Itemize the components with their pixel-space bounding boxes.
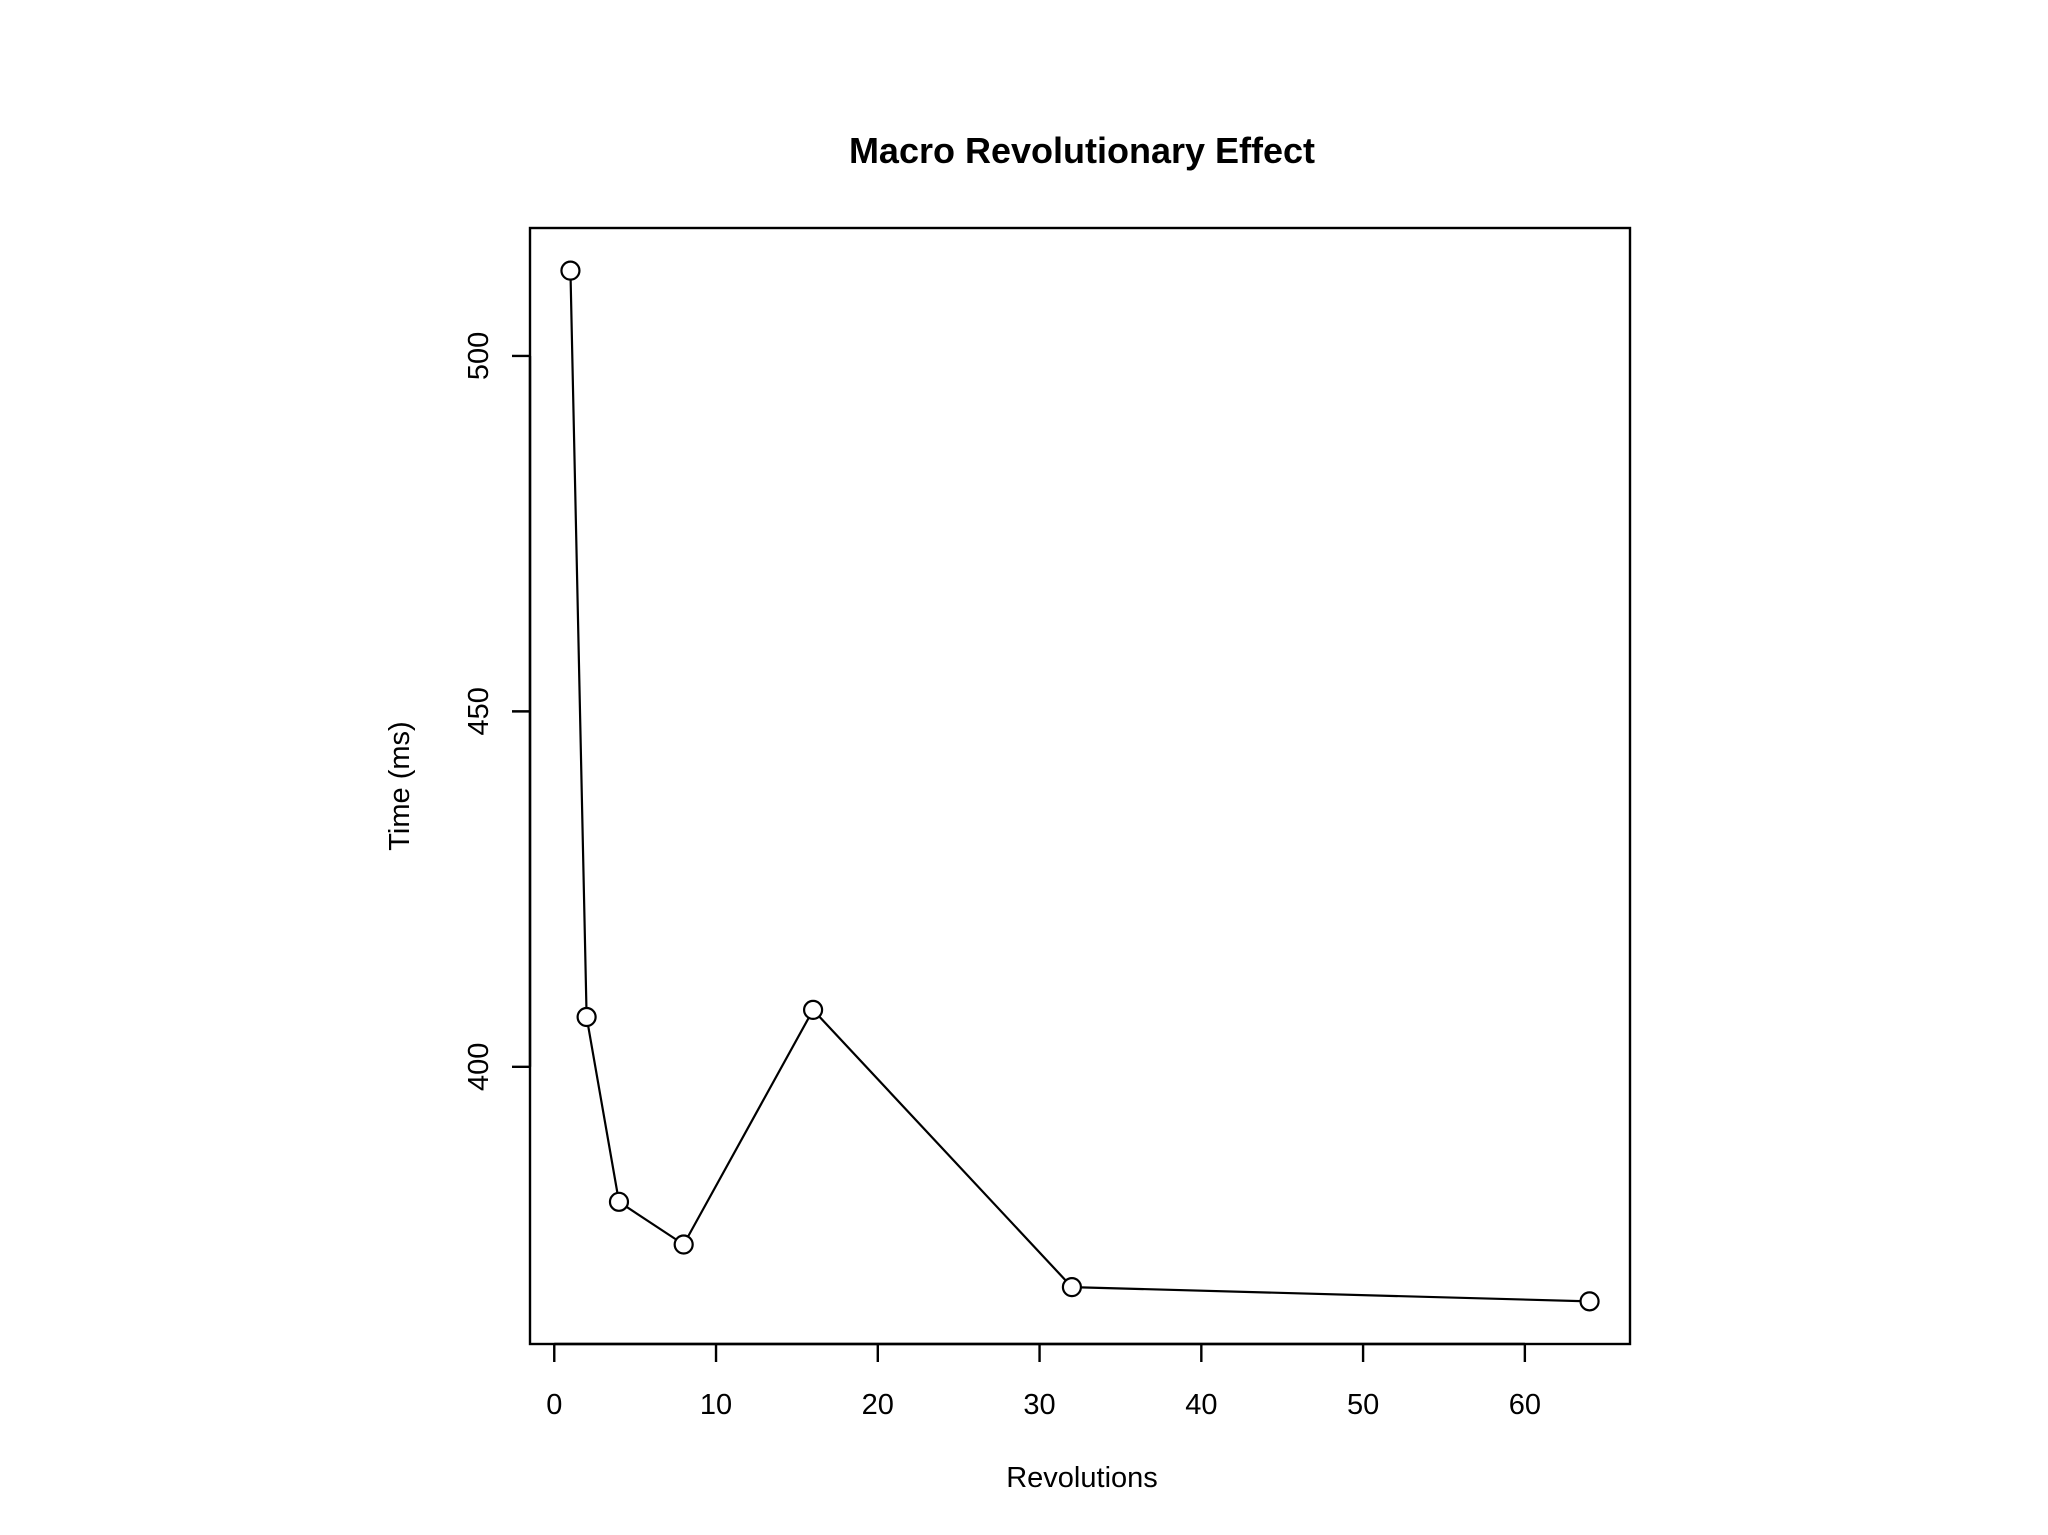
chart-title: Macro Revolutionary Effect: [849, 130, 1315, 171]
data-point: [1579, 1291, 1600, 1312]
y-tick-label: 500: [463, 332, 495, 380]
data-point: [576, 1006, 597, 1028]
x-tick-label: 50: [1347, 1389, 1379, 1421]
y-tick-label: 450: [463, 687, 495, 735]
plot-area-frame: [528, 226, 1632, 1346]
data-point: [673, 1234, 694, 1255]
data-point: [608, 1191, 630, 1212]
x-tick-label: 30: [1023, 1389, 1055, 1421]
x-tick-label: 40: [1185, 1389, 1217, 1421]
x-tick-label: 60: [1509, 1389, 1541, 1421]
data-points: [560, 260, 1600, 1312]
data-point: [802, 999, 824, 1021]
series-line: [569, 270, 1590, 1303]
data-point: [1061, 1277, 1083, 1298]
x-tick-label: 10: [700, 1389, 732, 1421]
y-axis-ticks: 400 450 500: [463, 332, 530, 1091]
x-tick-label: 20: [862, 1389, 894, 1421]
x-axis-label: Revolutions: [1006, 1462, 1158, 1494]
x-axis-ticks: 0 10 20 30 40 50 60: [546, 1344, 1541, 1421]
y-axis-label: Time (ms): [384, 721, 416, 850]
data-point: [560, 260, 581, 281]
x-tick-label: 0: [546, 1389, 562, 1421]
y-tick-label: 400: [463, 1043, 495, 1091]
